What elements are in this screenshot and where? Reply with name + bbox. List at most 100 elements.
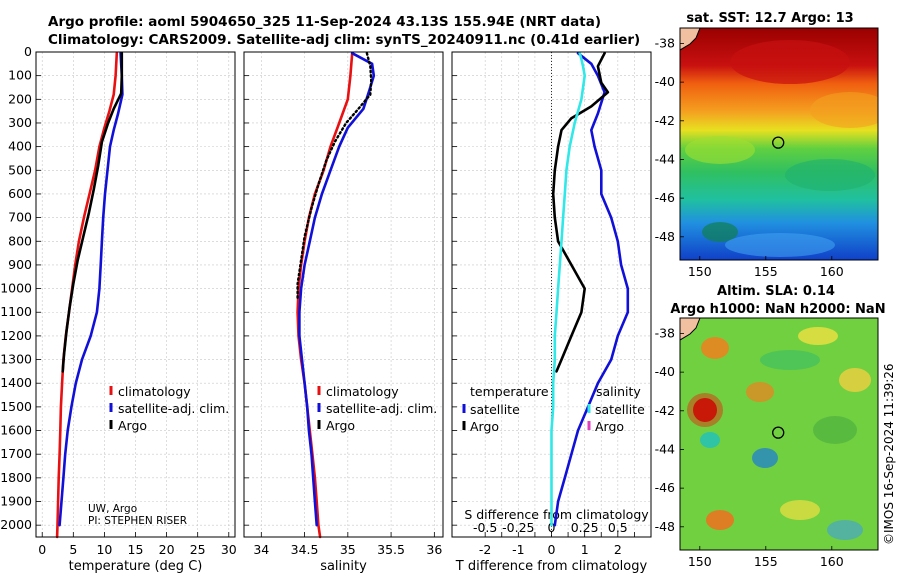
credit-line1: UW, Argo — [88, 503, 137, 515]
temperature-ytick-label: 300 — [8, 115, 32, 130]
temperature-xtick-label: 20 — [159, 542, 175, 557]
difference-frame — [451, 51, 652, 538]
credit-line2: PI: STEPHEN RISER — [88, 515, 187, 527]
temperature-xtick-label: 30 — [221, 542, 237, 557]
salinity-xtick-label: 35 — [340, 542, 356, 557]
sst-patches — [680, 28, 878, 257]
sla-patch — [746, 382, 774, 402]
difference-xtick-label: 1 — [581, 542, 589, 557]
sla_map-ytick-label: -44 — [655, 441, 675, 456]
sst-patch — [685, 136, 755, 164]
temperature-ytick-label: 0 — [24, 44, 32, 59]
temperature-ytick-label: 2000 — [0, 517, 32, 532]
temperature-ytick-label: 1600 — [0, 423, 32, 438]
difference-secondary-xtick-label: -0.25 — [502, 520, 534, 535]
temperature-ytick-label: 1100 — [0, 304, 32, 319]
temperature-ytick-label: 200 — [8, 91, 32, 106]
temperature-ytick-label: 1300 — [0, 352, 32, 367]
sst-frame — [679, 27, 879, 261]
difference-xtick-label: 2 — [614, 542, 622, 557]
temperature-ytick-label: 900 — [8, 257, 32, 272]
salinity-plot-area — [244, 52, 443, 537]
difference-series-temperature-satellite — [553, 51, 630, 527]
difference-legend-label: satellite — [595, 402, 645, 417]
sla-patch — [827, 520, 863, 540]
difference-legend-temperature-title: temperature — [470, 384, 549, 399]
temperature-ytick-label: 800 — [8, 233, 32, 248]
difference-series-temperature-argo — [551, 51, 610, 373]
sla-coastline — [680, 318, 701, 341]
temperature-frame — [35, 51, 236, 538]
temperature-ytick-label: 500 — [8, 162, 32, 177]
temperature-ytick-label: 1000 — [0, 281, 32, 296]
sla-map: 150 155 160 -38 -40 -42 -44 -46 -48 — [655, 317, 879, 569]
sla-frame — [679, 317, 879, 551]
difference-xtick-label: -1 — [512, 542, 524, 557]
temperature-xtick-label: 25 — [190, 542, 206, 557]
sst-patch — [702, 222, 738, 242]
salinity-xtick-label: 36 — [426, 542, 442, 557]
difference-series-salinity-satellite — [550, 51, 586, 527]
temperature-legend-label: Argo — [118, 418, 147, 433]
difference-legend-label: satellite — [470, 402, 520, 417]
temperature-ytick-label: 1500 — [0, 399, 32, 414]
temperature-ytick-label: 1900 — [0, 494, 32, 509]
sst_map-ytick-label: -46 — [655, 190, 675, 205]
salinity-xtick-label: 34 — [253, 542, 269, 557]
sst-patch — [785, 159, 875, 191]
temperature-ytick-label: 1800 — [0, 470, 32, 485]
temperature-legend-label: satellite-adj. clim. — [118, 401, 229, 416]
sla_map-ytick-label: -48 — [655, 519, 675, 534]
sst-map-title: sat. SST: 12.7 Argo: 13 — [686, 11, 853, 26]
sla-map-title-line2: Argo h1000: NaN h2000: NaN — [670, 302, 885, 317]
temperature-xtick-label: 5 — [69, 542, 77, 557]
difference-xtick-label: -2 — [479, 542, 491, 557]
sla-patch — [687, 393, 723, 427]
sst_map-ytick-label: -42 — [655, 113, 675, 128]
salinity-legend-label: satellite-adj. clim. — [326, 401, 437, 416]
sla-patch — [706, 510, 734, 530]
salinity-series-satellite-adj-clim- — [298, 51, 376, 527]
difference-xlabel: T difference from climatology — [455, 559, 648, 574]
temperature-ytick-label: 100 — [8, 68, 32, 83]
temperature-series-argo — [61, 51, 124, 373]
temperature-ytick-label: 1700 — [0, 446, 32, 461]
sla-patch — [752, 448, 778, 468]
sla-patches — [680, 318, 871, 540]
sla_map-ytick-label: -38 — [655, 325, 675, 340]
sla_map-ytick-label: -40 — [655, 364, 675, 379]
difference-secondary-xtick-label: 0.25 — [571, 520, 599, 535]
sst-patch — [730, 40, 850, 84]
difference-legend-salinity-title: salinity — [596, 384, 641, 399]
sla-patch — [839, 368, 871, 392]
sst_map-profile-marker — [772, 136, 785, 149]
sst_map-xtick-label: 155 — [754, 264, 778, 279]
salinity-series-argo — [296, 52, 373, 300]
temperature-xtick-label: 15 — [128, 542, 144, 557]
sst_map-ytick-label: -48 — [655, 229, 675, 244]
salinity-xlabel: salinity — [320, 559, 367, 574]
salinity-legend-label: Argo — [326, 418, 355, 433]
temperature-ytick-label: 600 — [8, 186, 32, 201]
sla-map-title-line1: Altim. SLA: 0.14 — [717, 284, 835, 299]
sla_map-xtick-label: 155 — [754, 554, 778, 569]
timestamp: ©IMOS 16-Sep-2024 11:39:26 — [882, 363, 896, 545]
salinity-xtick-label: 35.5 — [377, 542, 405, 557]
difference-panel: -2 -1 0 1 2-0.5 -0.25 0 0.25 0.5S difference fro… — [451, 51, 652, 574]
temperature-xlabel: temperature (deg C) — [69, 559, 203, 574]
temperature-series-satellite-adj-clim- — [58, 51, 124, 527]
sst_map-xtick-label: 160 — [820, 264, 844, 279]
sla-patch — [780, 500, 820, 520]
difference-secondary-xtick-label: -0.5 — [473, 520, 497, 535]
sst_map-ytick-label: -44 — [655, 151, 675, 166]
sst-patch — [725, 233, 835, 257]
temperature-ytick-label: 700 — [8, 210, 32, 225]
sla_map-ytick-label: -42 — [655, 403, 675, 418]
temperature-ytick-label: 400 — [8, 139, 32, 154]
salinity-frame — [243, 51, 444, 538]
sla-patch — [701, 337, 729, 359]
temperature-legend-label: climatology — [118, 384, 191, 399]
temperature-ytick-label: 1400 — [0, 375, 32, 390]
sst_map-ytick-label: -40 — [655, 74, 675, 89]
